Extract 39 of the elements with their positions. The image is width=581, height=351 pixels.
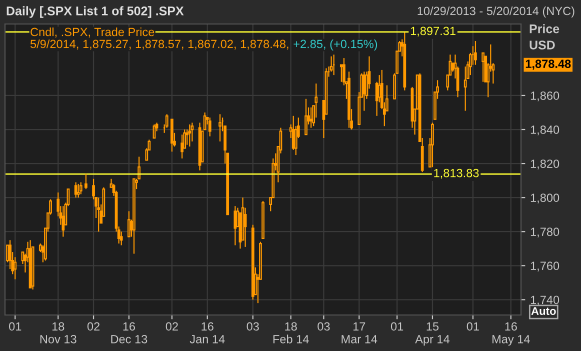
- x-tick-label: 03: [246, 322, 259, 331]
- x-tick-label: 16 May 14: [492, 322, 530, 346]
- candlestick: [56, 192, 60, 217]
- x-tick-label: 16 Jan 14: [190, 322, 225, 344]
- x-tick-label: 17 Mar 14: [342, 322, 378, 344]
- candlestick: [97, 197, 100, 232]
- x-tick-label: 02: [166, 322, 178, 331]
- y-tick-label: 1,800: [530, 194, 560, 204]
- candlestick: [208, 117, 212, 137]
- x-tick-label: 03: [318, 322, 330, 331]
- x-tick-label: 16 Dec 13: [111, 322, 148, 344]
- y-tick-label: 1,860: [530, 92, 560, 102]
- ref-line-label: 1,813.83: [434, 168, 479, 179]
- y-tick-label: 1,780: [530, 228, 560, 238]
- y-tick-label: 1,820: [530, 160, 560, 170]
- y-tick-label: 1,740: [530, 296, 560, 306]
- x-tick-label: 02: [87, 322, 100, 331]
- text: Auto: [531, 307, 556, 315]
- text: 1,878.48: [526, 60, 571, 70]
- candlestick: [464, 66, 467, 112]
- chart-subtitle: 10/29/2013 - 5/20/2014 (NYC): [418, 6, 574, 18]
- candlestick: [362, 71, 366, 112]
- annotation: Cndl, .SPX, Trade Price: [30, 28, 154, 38]
- candlestick: [403, 32, 406, 91]
- x-tick-label: 18 Nov 13: [40, 322, 76, 344]
- ref-line-label: 1,897.31: [410, 26, 456, 37]
- x-tick-label: 01: [466, 322, 479, 331]
- x-tick-label: 15 Apr 14: [415, 322, 450, 346]
- y-axis-title: Price USD: [530, 24, 560, 50]
- x-tick-label: 18 Feb 14: [273, 322, 309, 344]
- y-tick-label: 1,760: [530, 262, 560, 272]
- x-tick-label: 01: [9, 322, 22, 331]
- candlestick: [165, 114, 168, 128]
- x-tick-label: 01: [390, 322, 404, 331]
- chart-title: Daily [.SPX List 1 of 502] .SPX: [6, 6, 184, 18]
- candlestick: [474, 40, 477, 66]
- annotation: 5/9/2014, 1,875.27, 1,878.57, 1,867.02, 1,878.48,: [30, 40, 288, 50]
- annotation: +2.85, (+0.15%): [294, 40, 378, 50]
- y-tick-label: 1,840: [530, 126, 560, 136]
